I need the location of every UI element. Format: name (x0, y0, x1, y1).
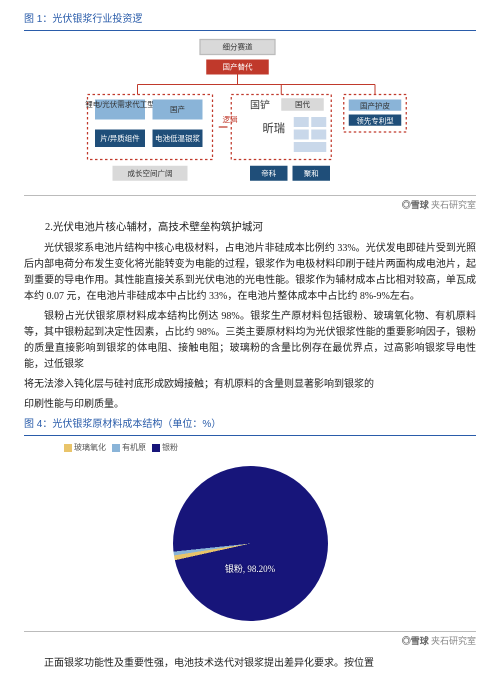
watermark-logo: ◎雪球 (402, 200, 429, 210)
watermark-logo-2: ◎雪球 (402, 636, 429, 646)
watermark-1: ◎雪球 夹石研究室 (24, 195, 476, 212)
paragraph-1: 光伏银浆系电池片结构中核心电极材料，占电池片非硅成本比例约 33%。光伏发电即硅… (24, 241, 476, 305)
watermark-text: 夹石研究室 (431, 200, 476, 210)
node-right1: 国产护皮 (360, 100, 390, 110)
legend-label-1: 有机原 (122, 443, 146, 452)
node-left-sub1: 片/异质组件 (100, 133, 140, 143)
legend-swatch-2 (152, 444, 160, 452)
paragraph-3: 将无法渗入钝化层与硅衬底形成欧姆接触；有机原料的含量则显著影响到银浆的 (24, 377, 476, 393)
pie-main-label: 银粉, 98.20% (225, 562, 275, 576)
node-top-red: 国产替代 (223, 62, 253, 72)
node-mid-label: 国铲 (250, 99, 270, 111)
section-heading-2: 2.光伏电池片核心辅材，高技术壁垒构筑护城河 (24, 220, 476, 237)
node-left-a: 锂电/光伏需求代工型 (85, 99, 155, 109)
figure-4-title: 图 4：光伏银浆原材料成本结构（单位：%） (24, 417, 476, 436)
node-bottom2: 聚和 (304, 169, 319, 178)
pie-wrap: 银粉, 98.20% (24, 459, 476, 629)
figure-1-title: 图 1：光伏银浆行业投资逻 (24, 12, 476, 31)
pie-chart: 银粉, 98.20% (173, 466, 328, 621)
node-center: 昕瑞 (263, 121, 286, 135)
node-left-b: 国产 (170, 104, 185, 114)
figure-4-chart: 玻璃氧化 有机原 银粉 银粉, 98.20% (24, 442, 476, 629)
pie-legend: 玻璃氧化 有机原 银粉 (24, 442, 476, 455)
flowchart-svg: 细分赛道 国产替代 锂电/光伏需求代工型 国产 片/异质组件 电池低温银浆 国铲 (24, 37, 476, 187)
watermark-text-2: 夹石研究室 (431, 636, 476, 646)
node-bottom-grey: 成长空间广阔 (128, 168, 173, 178)
legend-label-2: 银粉 (162, 443, 178, 452)
node-top-grey: 细分赛道 (223, 42, 253, 52)
node-left-sub2: 电池低温银浆 (155, 133, 200, 143)
paragraph-5: 正面银浆功能性及重要性强，电池技术迭代对银浆提出差异化要求。按位置 (24, 656, 476, 672)
node-right2: 领先专利型 (356, 115, 394, 125)
legend-swatch-1 (112, 444, 120, 452)
document-page: 图 1：光伏银浆行业投资逻 细分赛道 国产替代 锂电/光伏需求代工型 国产 片/… (0, 0, 500, 688)
figure-1-diagram: 细分赛道 国产替代 锂电/光伏需求代工型 国产 片/异质组件 电池低温银浆 国铲 (24, 37, 476, 193)
paragraph-4: 印刷性能与印刷质量。 (24, 397, 476, 413)
watermark-2: ◎雪球 夹石研究室 (24, 631, 476, 648)
legend-label-0: 玻璃氧化 (74, 443, 106, 452)
node-mid-sub1: 国代 (295, 99, 310, 109)
arrow-logic: 逻辑 (223, 114, 238, 124)
legend-swatch-0 (64, 444, 72, 452)
paragraph-2: 银粉占光伏银浆原材料成本结构比例达 98%。银浆生产原材料包括银粉、玻璃氧化物、… (24, 309, 476, 373)
node-bottom1: 帝科 (261, 168, 276, 178)
